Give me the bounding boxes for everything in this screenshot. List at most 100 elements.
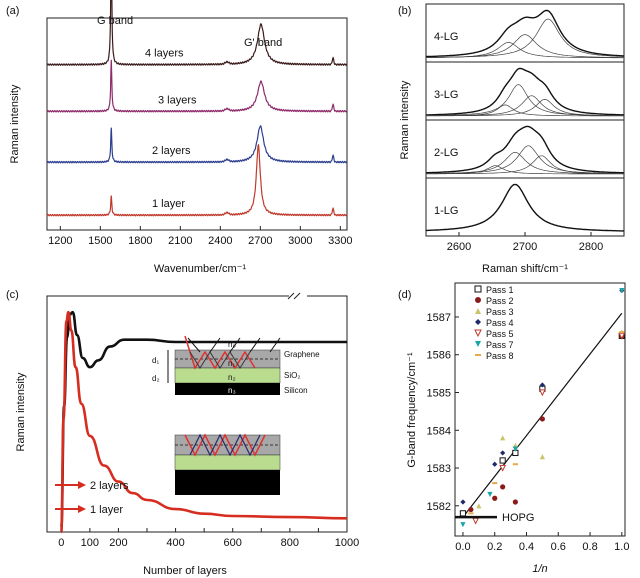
panel-c-frame (46, 295, 348, 533)
panel-a-x-ticks: 1200 1500 1800 2100 2400 2700 3000 3300 (48, 226, 353, 247)
marker-circle (492, 495, 498, 501)
y-tick-label: 1584 (427, 425, 451, 437)
marker-diamond (539, 382, 545, 388)
marker-triangle (539, 454, 545, 460)
x-tick-label: 2700 (513, 241, 537, 253)
x-tick-label: 3000 (288, 235, 312, 247)
spectrum-2-layers (46, 125, 348, 164)
legend-arrowhead (78, 481, 86, 489)
x-tick-label: 1000 (335, 537, 359, 549)
panel-c-ylabel: Raman intensity (15, 372, 27, 451)
x-tick-label: 1.0 (614, 541, 629, 553)
legend-entry: Pass 2 (486, 296, 514, 306)
marker-circle (468, 506, 474, 513)
legend-entry: Pass 8 (486, 351, 514, 361)
legend-entry: Pass 3 (486, 307, 514, 317)
legend-entry: Pass 4 (486, 318, 514, 328)
n2-label: n₂ (228, 373, 236, 382)
panel-c-xlabel: Number of layers (143, 565, 227, 577)
y-tick-label: 1582 (427, 501, 451, 513)
series-label: 1-LG (434, 205, 458, 217)
curve-red (60, 310, 348, 534)
panel-c-label: (c) (6, 289, 19, 301)
series-label: 4-LG (434, 31, 458, 43)
fit-line (462, 312, 623, 518)
panel-b-spectra (425, 9, 624, 232)
n0-label: n₀ (228, 340, 236, 349)
n1-label: n₁ (228, 359, 235, 368)
marker-diamond (460, 499, 466, 505)
panel-c-x-ticks: 0 100 200 400 600 800 1000 (58, 528, 359, 549)
y-tick-label: 1585 (427, 388, 451, 400)
panel-d-ticks: 0.0 0.2 0.4 0.6 0.8 1.0 1582 1583 1584 1585 1586 15… (427, 312, 630, 553)
incident-ray (187, 337, 201, 353)
marker-triangle-down (619, 287, 625, 294)
spectrum-3-layers (46, 59, 348, 113)
legend-1-layer: 1 layer (90, 504, 123, 516)
g-band-label: G band (97, 15, 133, 27)
marker-triangle-down (538, 389, 546, 397)
panel-d-label: (d) (398, 289, 411, 301)
x-tick-label: 600 (224, 537, 242, 549)
panel-a-frame (46, 17, 348, 231)
marker-dash (512, 463, 518, 466)
marker-dash (619, 331, 625, 334)
panel-b: (b) 2600 2700 2800 1-LG 2-LG 3-LG 4-LG Raman … (398, 3, 625, 275)
panel-b-dividers (426, 61, 624, 179)
x-tick-label: 0.2 (487, 541, 502, 553)
multilayer-inset-top: n₀ n₁ n₂ n₃ d₁ d₂ Graphene SiO₂ Silicon (152, 335, 320, 395)
marker-dash (468, 512, 474, 515)
legend-2-layers: 2 layers (90, 480, 129, 492)
component-peak (425, 18, 624, 58)
legend-entry: Pass 7 (486, 340, 514, 350)
marker-dash (492, 482, 498, 485)
d2-label: d₂ (152, 374, 160, 383)
x-tick-label: 2400 (208, 235, 232, 247)
marker-triangle (476, 503, 482, 509)
x-tick-label: 1500 (88, 235, 112, 247)
marker-square (499, 457, 506, 464)
reflected-ray (229, 337, 241, 353)
x-tick-label: 0.8 (582, 541, 597, 553)
marker-triangle-down (487, 491, 493, 498)
panel-c-curves (60, 310, 348, 534)
panel-b-xlabel: Raman shift/cm⁻¹ (482, 263, 568, 275)
d1-label: d₁ (152, 356, 159, 365)
marker-triangle-down (499, 464, 507, 472)
multilayer-inset-bottom (174, 433, 281, 495)
marker-dash (475, 354, 481, 356)
light-path-dark (189, 433, 261, 457)
panel-b-label: (b) (398, 5, 411, 17)
marker-triangle (475, 308, 481, 314)
marker-triangle-down (472, 517, 480, 525)
marker-circle (500, 484, 506, 490)
graphene-label: Graphene (284, 350, 320, 359)
silicon-layer (175, 470, 280, 495)
x-tick-label: 0.4 (519, 541, 534, 553)
y-tick-label: 1586 (427, 350, 451, 362)
x-tick-label: 100 (81, 537, 99, 549)
axis-break-mark (287, 292, 295, 300)
x-tick-label: 800 (281, 537, 299, 549)
light-path-red (184, 335, 256, 370)
marker-triangle (500, 435, 506, 441)
x-tick-label: 400 (166, 537, 184, 549)
spectrum-2-LG (426, 125, 624, 174)
reflected-ray (209, 337, 221, 353)
x-tick-label: 3300 (328, 235, 352, 247)
marker-square (459, 510, 467, 517)
marker-circle (512, 499, 518, 505)
silicon-label: Silicon (284, 386, 308, 395)
marker-triangle-down (618, 332, 626, 340)
panel-d: (d) 0.0 0.2 0.4 0.6 0.8 1.0 1582 1583 1584 1585 15… (398, 282, 630, 575)
reflected-ray (269, 337, 281, 353)
marker-diamond (475, 319, 481, 325)
n3-label: n₃ (228, 386, 236, 395)
silicon-layer (175, 383, 280, 395)
panel-c: (c) 0 100 200 400 600 800 1000 Number of layer… (6, 289, 359, 577)
component-peak (425, 99, 624, 117)
g-prime-band-label: G' band (244, 37, 282, 49)
legend-arrowhead (78, 505, 86, 513)
